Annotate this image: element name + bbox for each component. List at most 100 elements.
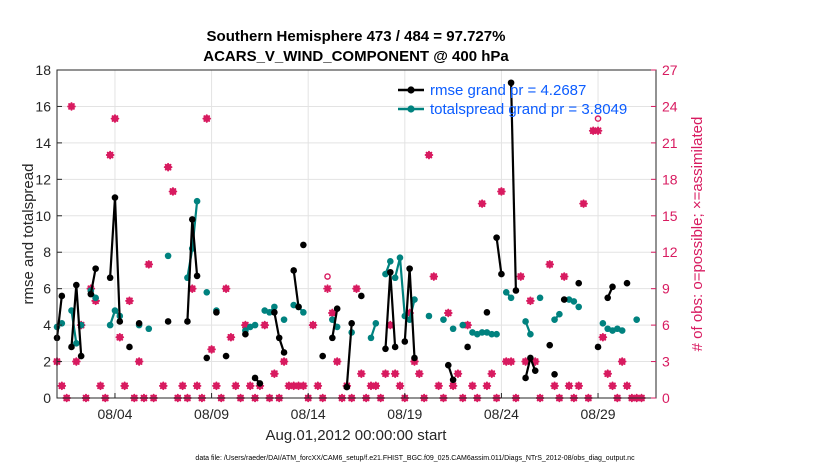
rmse-point xyxy=(193,272,201,280)
obs-assimilated-stroke xyxy=(531,358,539,365)
plot-frame xyxy=(56,69,657,399)
obs-assimilated-stroke xyxy=(242,321,249,329)
obs-assimilated-stroke xyxy=(618,358,626,365)
totalspread-point xyxy=(391,274,399,282)
obs-assimilated-marker xyxy=(593,126,603,136)
obs-assimilated-stroke xyxy=(575,382,583,390)
totalspread-point xyxy=(522,318,529,325)
y2-tick-label: 9 xyxy=(662,281,670,297)
obs-assimilated-stroke xyxy=(391,370,399,378)
obs-assimilated-marker xyxy=(550,381,559,391)
obs-assimilated-stroke xyxy=(396,382,404,390)
y2-tick-label: 15 xyxy=(662,208,678,224)
obs-assimilated-stroke xyxy=(333,358,341,365)
rmse-point xyxy=(358,292,365,300)
obs-assimilated-marker xyxy=(163,162,173,172)
y2-tick-label: 0 xyxy=(662,390,670,406)
y-tick-label: 8 xyxy=(43,244,51,260)
obs-assimilated-stroke xyxy=(478,200,486,208)
legend: rmse grand pr = 4.2687 totalspread grand… xyxy=(398,82,627,118)
obs-assimilated-marker xyxy=(202,114,212,123)
rmse-point xyxy=(242,330,249,338)
obs-assimilated-stroke xyxy=(72,358,80,365)
rmse-point xyxy=(449,376,457,384)
obs-assimilated-marker xyxy=(357,369,366,379)
rmse-line-segment xyxy=(55,295,63,339)
obs-assimilated-marker xyxy=(603,369,612,379)
totalspread-point xyxy=(488,330,496,338)
totalspread-point xyxy=(396,254,404,261)
rmse-point xyxy=(164,318,172,325)
obs-assimilated-marker xyxy=(192,381,202,391)
obs-assimilated-marker xyxy=(386,320,395,330)
obs-assimilated-marker xyxy=(622,381,632,391)
totalspread-point xyxy=(203,289,211,296)
obs-assimilated-stroke xyxy=(271,370,278,378)
y2-tick-label: 3 xyxy=(662,354,670,370)
obs-assimilated-marker xyxy=(414,369,424,379)
totalspread-point xyxy=(106,321,114,329)
legend-rmse-marker xyxy=(407,86,415,94)
obs-assimilated-marker xyxy=(429,272,439,281)
obs-assimilated-marker xyxy=(381,369,390,379)
totalspread-point xyxy=(527,330,534,338)
obs-assimilated-marker xyxy=(134,357,144,366)
obs-assimilated-marker xyxy=(125,296,134,306)
rmse-point xyxy=(391,343,399,351)
x-tick-label: 08/09 xyxy=(194,406,229,422)
obs-assimilated-marker xyxy=(545,260,555,269)
totalspread-point xyxy=(440,316,447,323)
totalspread-point xyxy=(271,303,278,311)
obs-assimilated-stroke xyxy=(135,358,143,365)
obs-assimilated-stroke xyxy=(589,127,597,135)
obs-assimilated-marker xyxy=(521,357,530,366)
totalspread-point xyxy=(266,309,273,316)
y2-tick-label: 6 xyxy=(662,317,670,333)
obs-assimilated-stroke xyxy=(498,188,505,195)
obs-assimilated-stroke xyxy=(193,382,201,390)
obs-assimilated-marker xyxy=(482,381,492,391)
rmse-point xyxy=(575,279,583,287)
totalspread-point xyxy=(575,303,583,311)
obs-assimilated-stroke xyxy=(188,285,196,293)
rmse-line-segment xyxy=(292,270,300,308)
obs-assimilated-stroke xyxy=(203,115,211,122)
obs-assimilated-marker xyxy=(226,332,236,342)
y-tick-label: 14 xyxy=(35,135,51,151)
totalspread-point xyxy=(300,309,307,316)
obs-assimilated-stroke xyxy=(449,382,457,390)
obs-assimilated-marker xyxy=(453,369,463,379)
totalspread-point xyxy=(411,296,418,303)
obs-assimilated-stroke xyxy=(507,358,515,365)
obs-assimilated-stroke xyxy=(328,309,336,317)
rmse-point xyxy=(87,290,95,298)
obs-assimilated-stroke xyxy=(623,382,631,390)
totalspread-point xyxy=(73,340,80,347)
obs-assimilated-stroke xyxy=(324,285,331,293)
obs-assimilated-marker xyxy=(245,381,255,391)
rmse-line-segment xyxy=(89,268,97,295)
obs-assimilated-marker xyxy=(608,381,617,391)
obs-assimilated-marker xyxy=(120,381,129,391)
obs-assimilated-marker xyxy=(526,296,535,306)
obs-assimilated-marker xyxy=(448,381,458,391)
obs-assimilated-stroke xyxy=(97,382,104,390)
obs-assimilated-stroke xyxy=(430,273,438,280)
y2-tick-label: 21 xyxy=(662,135,678,151)
rmse-point xyxy=(527,354,534,362)
rmse-line-segment xyxy=(345,323,353,388)
rmse-point xyxy=(329,334,336,342)
x-tick-label: 08/29 xyxy=(581,406,616,422)
totalspread-point xyxy=(478,329,486,336)
rmse-point xyxy=(464,343,471,351)
obs-assimilated-stroke xyxy=(164,163,172,171)
totalspread-point xyxy=(502,289,510,296)
totalspread-point xyxy=(193,197,201,205)
obs-assimilated-marker xyxy=(144,260,154,269)
obs-assimilated-marker xyxy=(96,381,105,391)
obs-assimilated-marker xyxy=(67,102,76,111)
rmse-point xyxy=(493,234,500,241)
obs-assimilated-marker xyxy=(574,381,584,391)
totalspread-point xyxy=(633,316,640,323)
rmse-point xyxy=(280,349,288,356)
